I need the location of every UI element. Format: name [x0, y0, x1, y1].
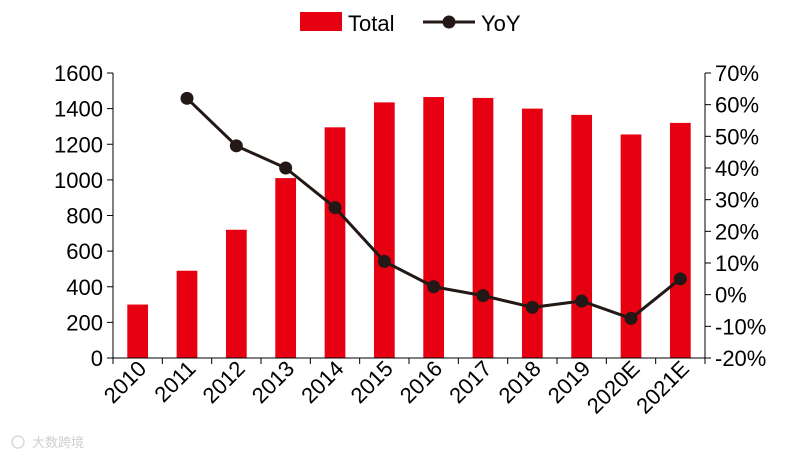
bar-total-2017 [472, 97, 494, 358]
bar-total-2014 [324, 127, 346, 358]
x-axis-tick-label: 2016 [395, 356, 447, 408]
bars [127, 97, 691, 358]
watermark: 大数跨境 [11, 435, 84, 451]
left-axis-tick-label: 1400 [54, 97, 103, 122]
bar-total-2015 [373, 102, 395, 358]
yoy-point-2013 [279, 161, 293, 175]
yoy-point-2020e [624, 311, 638, 325]
x-axis-tick-label: 2021E [631, 356, 694, 419]
right-axis-tick-label: 60% [715, 93, 759, 118]
bar-total-2016 [423, 97, 445, 358]
right-axis-tick-label: 40% [715, 156, 759, 181]
x-axis-tick-label: 2018 [494, 356, 546, 408]
yoy-point-2014 [328, 201, 342, 215]
right-axis-tick-label: -20% [715, 346, 766, 371]
x-axis-tick-label: 2011 [149, 356, 200, 407]
yoy-line-layer [180, 91, 687, 325]
bar-total-2019 [571, 114, 593, 358]
right-axis-tick-label: 0% [715, 283, 747, 308]
right-axis-tick-label: 70% [715, 61, 759, 86]
legend: Total YoY [300, 11, 521, 36]
legend-label-yoy: YoY [481, 11, 521, 36]
left-axis-tick-label: 1600 [54, 61, 103, 86]
x-axis-tick-label: 2010 [99, 356, 151, 408]
yoy-point-2019 [575, 294, 589, 308]
watermark-text: 大数跨境 [32, 436, 84, 451]
bar-total-2013 [275, 178, 297, 358]
watermark-logo-icon [11, 435, 25, 449]
x-axis-tick-label: 2013 [247, 356, 299, 408]
bar-total-2018 [521, 108, 543, 358]
legend-swatch-total [300, 12, 342, 31]
left-axis-tick-label: 600 [66, 239, 103, 264]
yoy-point-2011 [180, 91, 194, 105]
left-axis-tick-label: 1000 [54, 168, 103, 193]
bar-total-2021e [669, 122, 691, 358]
x-axis-tick-label: 2017 [444, 356, 496, 408]
yoy-point-2018 [525, 300, 539, 314]
bar-total-2012 [225, 229, 247, 358]
legend-marker-yoy [442, 15, 456, 29]
yoy-point-2021e [673, 272, 687, 286]
left-axis-tick-label: 0 [91, 346, 103, 371]
yoy-point-2016 [427, 280, 441, 294]
right-axis-tick-label: -10% [715, 314, 766, 339]
axes: 0 200 400 600 800 1000 1200 1400 1600 -20% -10% 0% 1… [54, 61, 766, 419]
yoy-point-2012 [229, 139, 243, 153]
yoy-point-2015 [377, 254, 391, 268]
bar-total-2010 [127, 304, 149, 358]
x-axis-tick-label: 2020E [582, 356, 645, 419]
left-axis-tick-label: 400 [66, 275, 103, 300]
x-axis-tick-label: 2014 [296, 356, 348, 408]
right-axis-tick-label: 20% [715, 219, 759, 244]
bar-total-2011 [176, 270, 198, 358]
x-axis-tick-label: 2012 [198, 356, 250, 408]
right-axis-tick-label: 30% [715, 188, 759, 213]
left-axis-tick-label: 200 [66, 310, 103, 335]
left-axis-tick-label: 1200 [54, 132, 103, 157]
x-axis-tick-label: 2015 [346, 356, 398, 408]
yoy-point-2017 [476, 289, 490, 303]
right-axis-tick-label: 10% [715, 251, 759, 276]
bar-total-2020e [620, 134, 642, 358]
right-axis-tick-label: 50% [715, 124, 759, 149]
left-axis-tick-label: 800 [66, 204, 103, 229]
legend-label-total: Total [348, 11, 394, 36]
